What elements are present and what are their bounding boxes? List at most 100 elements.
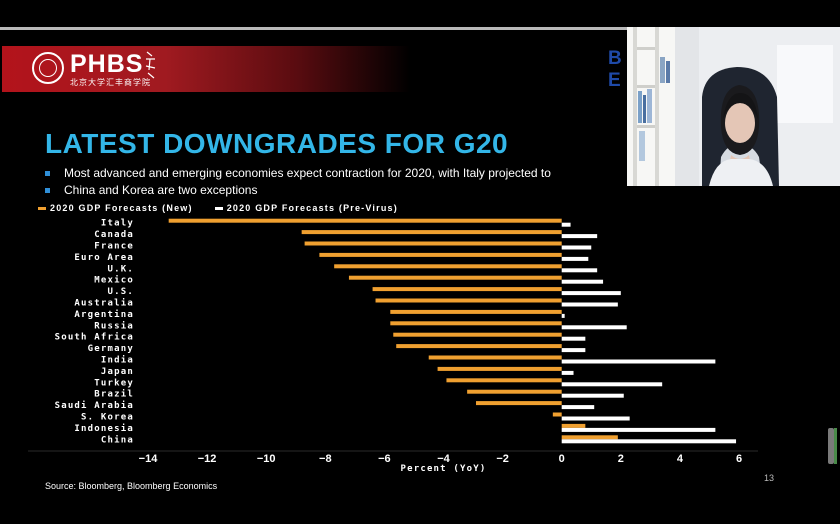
legend-item-new: 2020 GDP Forecasts (New) xyxy=(38,203,193,213)
category-label: Mexico xyxy=(94,275,134,286)
bar-previrus xyxy=(561,245,592,250)
legend-label-new: 2020 GDP Forecasts (New) xyxy=(50,203,193,213)
bullet-icon xyxy=(45,188,50,193)
bar-new xyxy=(428,355,562,360)
category-label: Saudi Arabia xyxy=(55,400,134,411)
bullet-item: Most advanced and emerging economies exp… xyxy=(45,165,630,182)
bar-new xyxy=(437,366,562,371)
category-label: U.K. xyxy=(108,264,134,274)
category-label: France xyxy=(94,242,134,252)
category-label: S. Korea xyxy=(81,413,134,423)
bar-new xyxy=(319,252,562,257)
category-label: Australia xyxy=(74,298,134,309)
bar-new xyxy=(301,230,562,235)
bar-previrus xyxy=(561,256,589,261)
x-tick-label: 2 xyxy=(618,453,624,465)
bar-previrus xyxy=(561,427,716,432)
bar-previrus xyxy=(561,313,565,318)
x-tick-label: −4 xyxy=(437,453,450,465)
x-tick-label: −2 xyxy=(496,453,509,465)
x-tick-label: 4 xyxy=(677,453,684,465)
bar-new xyxy=(375,298,562,303)
header-banner xyxy=(2,46,410,92)
partial-logo-letter-2: E xyxy=(608,70,621,91)
calligraphy-mark-icon xyxy=(145,51,156,79)
presenter-video-icon xyxy=(627,27,840,186)
bar-previrus xyxy=(561,405,595,410)
university-seal-icon xyxy=(32,52,64,84)
category-label: Argentina xyxy=(74,309,134,320)
bar-previrus xyxy=(561,279,604,284)
bar-previrus xyxy=(561,336,586,341)
bar-previrus xyxy=(561,234,598,239)
category-label: Brazil xyxy=(94,389,134,400)
bar-new xyxy=(446,378,562,383)
bar-previrus xyxy=(561,302,618,307)
bullet-item: China and Korea are two exceptions xyxy=(45,182,630,199)
x-tick-label: −10 xyxy=(257,453,276,465)
brand-logo-text: PHBS xyxy=(70,50,144,78)
bar-previrus xyxy=(561,325,627,330)
bullet-text: Most advanced and emerging economies exp… xyxy=(64,166,551,180)
x-axis-title: Percent (YoY) xyxy=(400,464,486,474)
bar-previrus xyxy=(561,291,621,296)
bar-new xyxy=(334,264,562,269)
x-tick-label: −12 xyxy=(198,453,217,465)
bar-previrus xyxy=(561,222,571,227)
bar-previrus xyxy=(561,439,737,444)
legend-label-previrus: 2020 GDP Forecasts (Pre-Virus) xyxy=(226,203,398,213)
category-label: U.S. xyxy=(108,287,134,297)
x-tick-label: −14 xyxy=(139,453,159,465)
legend-swatch-new xyxy=(38,207,46,211)
category-label: India xyxy=(101,355,134,366)
bar-new xyxy=(372,287,562,292)
category-label: Indonesia xyxy=(74,423,134,434)
bar-new xyxy=(561,435,618,440)
legend-swatch-previrus xyxy=(214,207,223,211)
legend-item-previrus: 2020 GDP Forecasts (Pre-Virus) xyxy=(214,203,398,213)
bullet-icon xyxy=(45,171,50,176)
bar-new xyxy=(552,412,562,417)
category-label: South Africa xyxy=(55,332,134,343)
bar-previrus xyxy=(561,348,586,353)
bullet-text: China and Korea are two exceptions xyxy=(64,183,258,197)
partial-logo: B E xyxy=(608,48,628,96)
bar-new xyxy=(390,309,562,314)
bar-previrus xyxy=(561,359,716,364)
top-separator xyxy=(0,27,630,30)
scrollbar-thumb[interactable] xyxy=(828,428,834,464)
category-label: Japan xyxy=(101,367,134,377)
bar-new xyxy=(396,344,562,349)
x-tick-label: 0 xyxy=(559,453,565,465)
category-label: Canada xyxy=(94,230,134,240)
category-label: Euro Area xyxy=(74,253,134,263)
bar-new xyxy=(476,401,562,406)
category-label: Italy xyxy=(101,219,134,229)
category-label: Turkey xyxy=(94,378,134,388)
partial-logo-letter-1: B xyxy=(608,48,622,69)
category-label: China xyxy=(101,434,134,445)
bar-previrus xyxy=(561,416,630,421)
bar-new xyxy=(561,423,586,428)
bar-new xyxy=(393,332,562,337)
bar-new xyxy=(348,275,562,280)
page-number: 13 xyxy=(764,473,775,483)
x-tick-label: 6 xyxy=(736,453,742,465)
slide-title: LATEST DOWNGRADES FOR G20 xyxy=(45,128,509,159)
source-note: Source: Bloomberg, Bloomberg Economics xyxy=(45,481,218,491)
bar-new xyxy=(390,321,562,326)
bar-new xyxy=(467,389,562,394)
bar-previrus xyxy=(561,370,574,375)
bar-previrus xyxy=(561,393,624,398)
bullet-list: Most advanced and emerging economies exp… xyxy=(45,165,630,199)
brand-subtitle: 北京大学汇丰商学院 xyxy=(70,78,151,87)
category-label: Germany xyxy=(88,344,134,354)
category-label: Russia xyxy=(94,320,134,331)
bar-previrus xyxy=(561,268,598,273)
bar-previrus xyxy=(561,382,663,387)
x-tick-label: −8 xyxy=(319,453,332,465)
bar-new xyxy=(168,218,562,223)
webcam-video-feed xyxy=(627,27,840,186)
